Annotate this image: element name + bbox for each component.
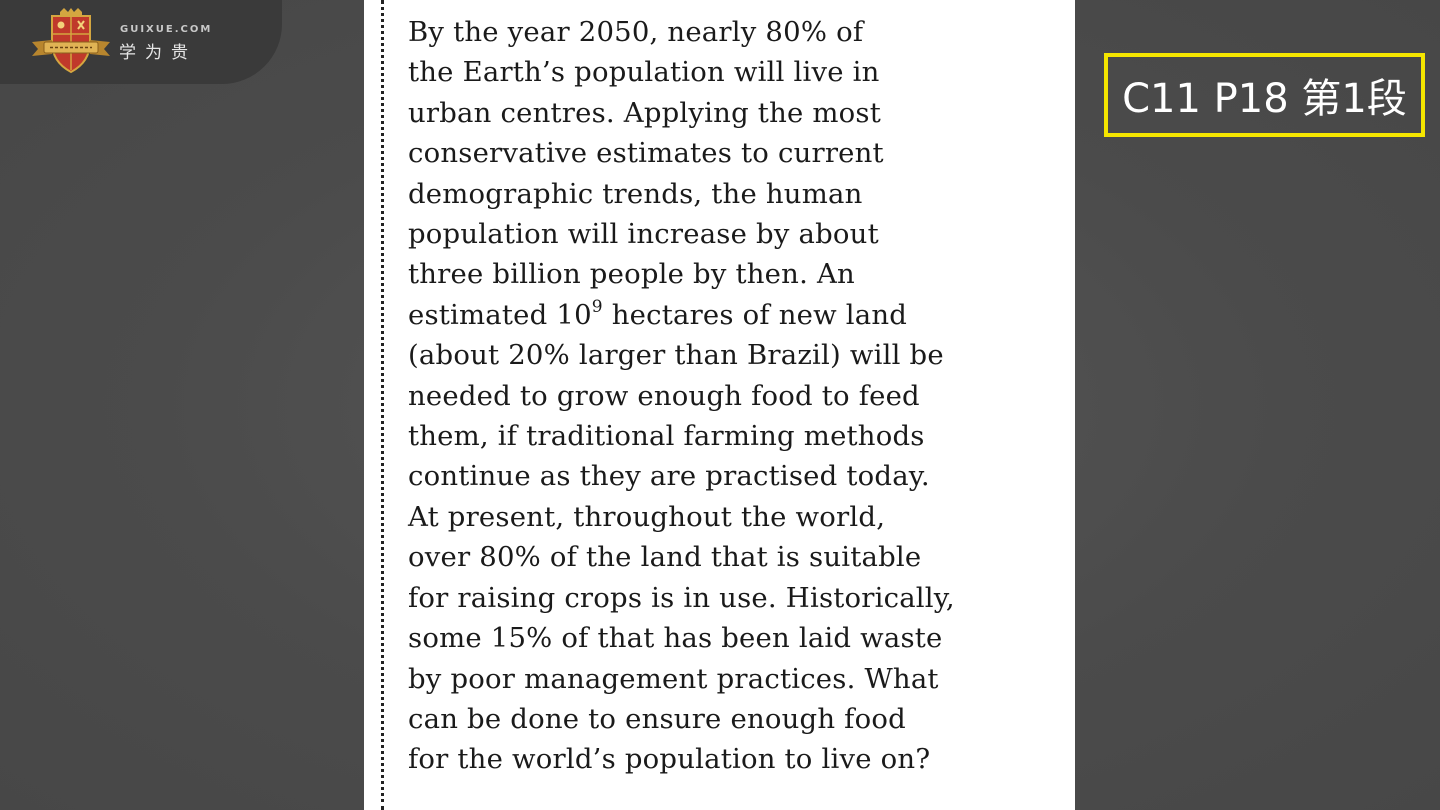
reference-box: C11 P18 第1段 [1104, 53, 1425, 137]
passage-line: urban centres. Applying the most [408, 96, 881, 129]
reference-label: C11 P18 第1段 [1122, 76, 1407, 122]
passage-line: three billion people by then. An [408, 258, 855, 291]
reading-passage: By the year 2050, nearly 80% of the Earth… [408, 12, 1068, 780]
passage-line: By the year 2050, nearly 80% of [408, 16, 864, 48]
passage-line: At present, throughout the world, [408, 500, 886, 533]
shield-logo-icon [32, 8, 110, 74]
passage-line: over 80% of the land that is suitable [408, 541, 922, 574]
passage-line: (about 20% larger than Brazil) will be [408, 339, 944, 372]
passage-line-text: estimated 10 [408, 298, 592, 331]
passage-line: for the world’s population to live on? [408, 743, 931, 776]
passage-line: some 15% of that has been laid waste [408, 622, 943, 655]
passage-line: can be done to ensure enough food [408, 702, 906, 735]
passage-line: by poor management practices. What [408, 662, 939, 695]
passage-line: conservative estimates to current [408, 137, 884, 170]
logo-brand-name: 学为贵 [119, 43, 197, 63]
passage-line: them, if traditional farming methods [408, 420, 925, 453]
passage-line-text: hectares of new land [602, 298, 908, 331]
exponent: 9 [591, 296, 603, 317]
passage-line: continue as they are practised today. [408, 460, 930, 493]
scanned-page: By the year 2050, nearly 80% of the Earth… [364, 0, 1075, 810]
dotted-margin-rule [381, 0, 384, 810]
passage-line: the Earth’s population will live in [408, 56, 880, 89]
passage-line: demographic trends, the human [408, 177, 863, 210]
logo-area: GUIXUE.COM 学为贵 [0, 0, 282, 84]
passage-line: needed to grow enough food to feed [408, 379, 920, 412]
passage-line: estimated 109 hectares of new land [408, 295, 1068, 335]
logo-domain-text: GUIXUE.COM [120, 24, 213, 35]
passage-line: for raising crops is in use. Historicall… [408, 581, 955, 614]
passage-line: population will increase by about [408, 218, 879, 251]
